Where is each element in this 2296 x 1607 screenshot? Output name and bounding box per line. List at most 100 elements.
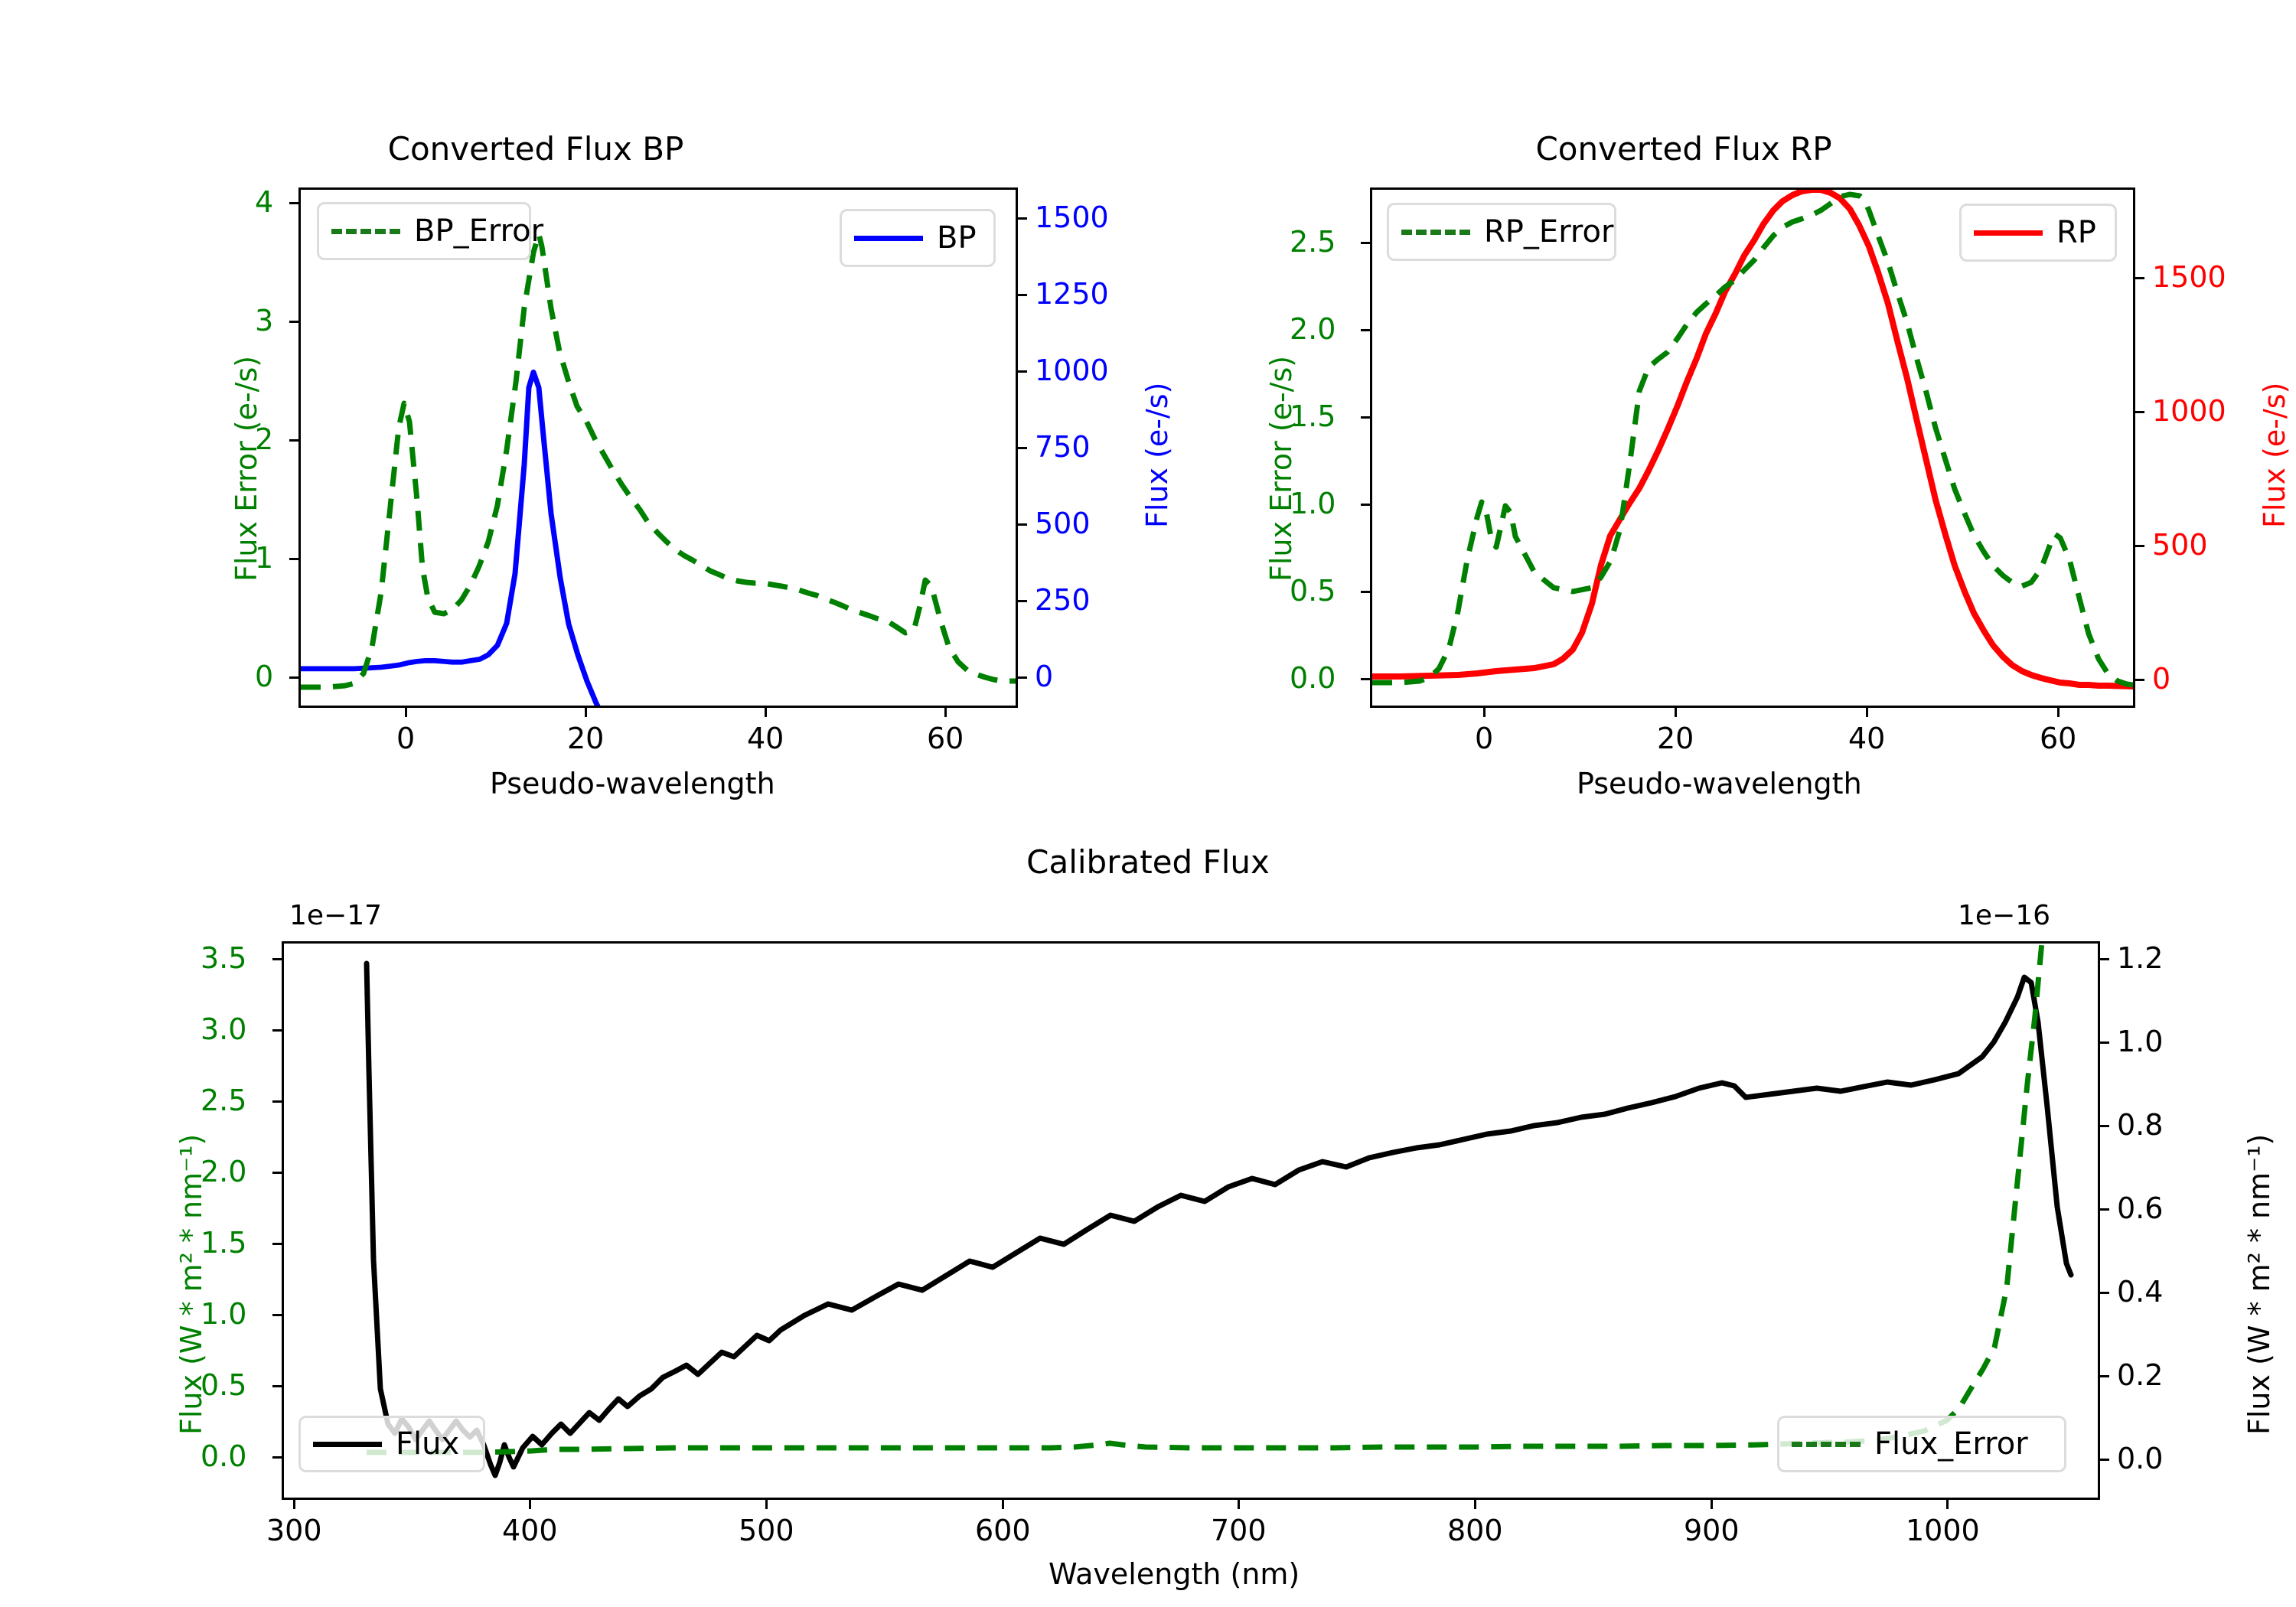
bp-ytick-right-750 — [1018, 447, 1027, 449]
cal-ylabel-right-12: 1.2 — [2117, 941, 2164, 975]
cal-xlabel-500: 500 — [739, 1514, 794, 1547]
calibrated-panel-title: Calibrated Flux — [1026, 843, 1270, 881]
rp-flux-legend-swatch — [1974, 230, 2043, 236]
cal-xtick-400 — [529, 1500, 531, 1509]
bp-curves-svg — [301, 369, 601, 706]
rp-xtick-40 — [1866, 708, 1868, 717]
bp-error-curves-svg — [301, 231, 1016, 690]
bp-error-legend-label: BP_Error — [414, 214, 544, 249]
rp-ytick-right-0 — [2135, 679, 2144, 681]
bp-ytick-right-1250 — [1018, 294, 1027, 296]
cal-xlabel-800: 800 — [1447, 1514, 1503, 1547]
rp-ylabel-right-1500: 1500 — [2152, 260, 2226, 294]
calibrated-left-offset: 1e−17 — [289, 900, 383, 931]
cal-ylabel-left-15: 1.5 — [201, 1226, 247, 1260]
cal-ytick-right-04 — [2100, 1292, 2109, 1294]
cal-ytick-left-05 — [272, 1385, 282, 1387]
bp-ytick-right-0 — [1018, 676, 1027, 679]
rp-yaxis-left-label: Flux Error (e-/s) — [1264, 355, 1298, 582]
calibrated-flux-legend-label: Flux — [396, 1426, 460, 1462]
calibrated-legend-flux-error[interactable]: Flux_Error — [1777, 1416, 2066, 1472]
rp-panel-title: Converted Flux RP — [1535, 130, 1832, 168]
bp-legend-flux[interactable]: BP — [840, 209, 996, 267]
bp-xlabel-20: 20 — [567, 722, 605, 755]
cal-ytick-left-35 — [272, 958, 282, 960]
bp-xtick-0 — [405, 708, 407, 717]
bp-ytick-right-500 — [1018, 523, 1027, 526]
rp-xlabel-0: 0 — [1475, 722, 1494, 755]
rp-legend-error[interactable]: RP_Error — [1387, 203, 1616, 261]
rp-ylabel-left-25: 2.5 — [1290, 225, 1336, 259]
cal-xlabel-400: 400 — [502, 1514, 558, 1547]
bp-xlabel-0: 0 — [396, 722, 416, 755]
cal-ytick-right-12 — [2100, 958, 2109, 960]
rp-ytick-left-25 — [1361, 242, 1370, 244]
cal-ylabel-right-10: 1.0 — [2117, 1025, 2164, 1058]
rp-error-curve — [1372, 191, 2133, 688]
cal-ylabel-left-00: 0.0 — [201, 1439, 247, 1473]
bp-flux-legend-swatch — [854, 235, 923, 241]
cal-ytick-left-10 — [272, 1314, 282, 1316]
bp-legend-error[interactable]: BP_Error — [317, 202, 543, 260]
cal-ytick-left-25 — [272, 1100, 282, 1103]
bp-xlabel-40: 40 — [747, 722, 784, 755]
bp-ylabel-right-0: 0 — [1035, 660, 1054, 693]
rp-ylabel-right-1000: 1000 — [2152, 394, 2226, 428]
bp-panel-title: Converted Flux BP — [387, 130, 684, 168]
bp-ylabel-left-4: 4 — [255, 185, 274, 219]
bp-ylabel-right-500: 500 — [1035, 507, 1091, 540]
bp-yaxis-left-label: Flux Error (e-/s) — [230, 355, 263, 582]
calibrated-right-offset: 1e−16 — [1958, 900, 2051, 931]
rp-ylabel-right-0: 0 — [2152, 662, 2171, 696]
rp-legend-flux[interactable]: RP — [1959, 204, 2117, 262]
bp-axes-frame — [298, 187, 1018, 708]
bp-xtick-40 — [765, 708, 767, 717]
cal-xlabel-600: 600 — [975, 1514, 1031, 1547]
cal-ylabel-left-35: 3.5 — [201, 941, 247, 975]
cal-xlabel-1000: 1000 — [1906, 1514, 1980, 1547]
bp-ytick-right-1500 — [1018, 217, 1027, 220]
bp-ytick-left-4 — [289, 202, 298, 204]
bp-ytick-left-2 — [289, 439, 298, 442]
rp-ytick-right-1000 — [2135, 411, 2144, 413]
rp-ylabel-left-05: 0.5 — [1290, 574, 1336, 608]
cal-xtick-900 — [1711, 1500, 1713, 1509]
cal-ylabel-right-00: 0.0 — [2117, 1442, 2164, 1475]
bp-ylabel-right-1250: 1250 — [1035, 277, 1109, 311]
rp-plot-area — [1372, 190, 2133, 706]
calibrated-flux-error-legend-label: Flux_Error — [1874, 1426, 2028, 1462]
cal-ytick-left-15 — [272, 1243, 282, 1245]
cal-yaxis-right-label: Flux (W * m² * nm⁻¹) — [2242, 1133, 2276, 1435]
cal-ytick-left-20 — [272, 1172, 282, 1174]
rp-xtick-60 — [2057, 708, 2060, 717]
cal-ytick-left-30 — [272, 1029, 282, 1032]
rp-ylabel-left-10: 1.0 — [1290, 487, 1336, 520]
calibrated-curves-svg — [364, 944, 2074, 1478]
cal-ytick-right-10 — [2100, 1041, 2109, 1044]
bp-xaxis-label: Pseudo-wavelength — [490, 767, 775, 800]
cal-xtick-800 — [1474, 1500, 1476, 1509]
cal-xtick-600 — [1002, 1500, 1004, 1509]
bp-xtick-60 — [944, 708, 947, 717]
cal-xtick-700 — [1238, 1500, 1240, 1509]
rp-ytick-left-00 — [1361, 678, 1370, 680]
calibrated-legend-flux[interactable]: Flux — [298, 1416, 485, 1472]
rp-curves-svg — [1372, 190, 2133, 689]
cal-xlabel-300: 300 — [266, 1514, 322, 1547]
bp-ylabel-right-1000: 1000 — [1035, 354, 1109, 387]
bp-plot-area — [301, 190, 1016, 706]
rp-ytick-left-10 — [1361, 504, 1370, 506]
cal-ytick-left-00 — [272, 1456, 282, 1459]
rp-ytick-left-15 — [1361, 416, 1370, 419]
rp-error-legend-label: RP_Error — [1484, 214, 1614, 249]
rp-ytick-left-20 — [1361, 329, 1370, 331]
cal-ytick-right-02 — [2100, 1375, 2109, 1377]
rp-yaxis-right-label: Flux (e-/s) — [2258, 382, 2291, 528]
rp-xlabel-40: 40 — [1848, 722, 1886, 755]
cal-ytick-right-06 — [2100, 1208, 2109, 1211]
cal-ytick-right-08 — [2100, 1125, 2109, 1127]
panel-calibrated-flux: Calibrated Flux 1e−17 1e−16 3.5 3.0 2.5 … — [0, 826, 2296, 1607]
cal-xtick-500 — [765, 1500, 768, 1509]
calibrated-flux-error-legend-swatch — [1792, 1441, 1861, 1447]
